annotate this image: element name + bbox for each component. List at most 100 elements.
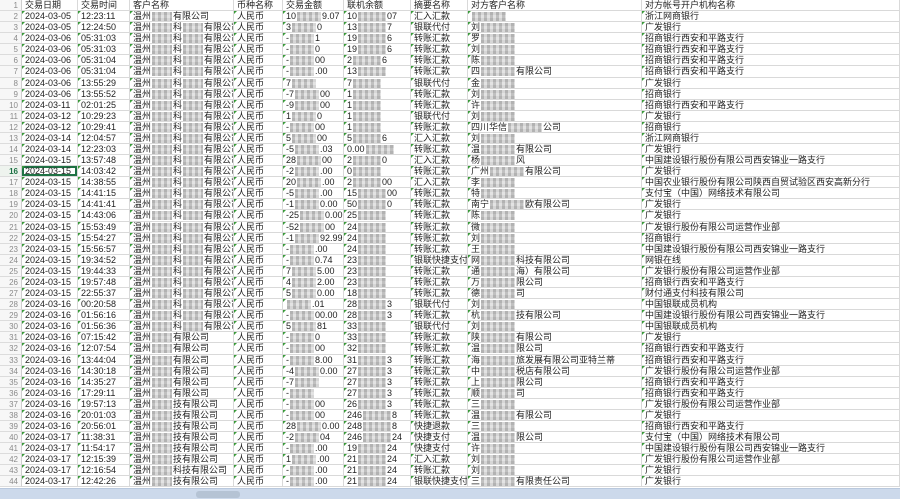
cell-summary[interactable]: 转账汇款 [411,121,468,133]
cell-time[interactable]: 01:56:16 [78,310,130,322]
cell-institution[interactable]: 广发银行 [642,110,900,122]
cell-currency[interactable]: 人民币 [234,409,283,421]
cell-time[interactable]: 12:04:57 [78,132,130,145]
cell-counterparty[interactable]: 刘 [468,465,642,477]
cell-amount[interactable]: 28 0.00 [283,420,344,433]
cell-institution[interactable]: 招商银行西安和平路支行 [642,44,900,56]
cell-time[interactable]: 14:35:27 [78,376,130,388]
cell-currency[interactable]: 人民币 [234,177,283,189]
cell-counterparty[interactable]: 温限公司 [468,432,642,444]
cell-customer[interactable]: 温州科有限公司 [130,177,234,189]
column-header-institution[interactable]: 对方帐号开户机构名称 [642,0,900,12]
scrollbar-thumb[interactable] [196,491,240,498]
row-header[interactable]: 35 [0,376,22,388]
cell-amount[interactable]: 1.00 [283,454,344,466]
cell-time[interactable]: 12:23:11 [78,11,130,23]
cell-currency[interactable]: 人民币 [234,465,283,477]
row-header[interactable]: 22 [0,232,22,244]
cell-balance[interactable]: 1 [344,121,411,133]
column-header-time[interactable]: 交易时间 [78,0,130,12]
cell-balance[interactable]: 32 [344,343,411,355]
cell-balance[interactable]: 246 24 [344,432,411,444]
cell-balance[interactable]: 24 [344,221,411,233]
cell-customer[interactable]: 温州 有限公司 [130,11,234,23]
cell-summary[interactable]: 转账汇款 [411,210,468,222]
cell-counterparty[interactable]: 顺司 [468,387,642,399]
cell-date[interactable]: 2024-03-16 [22,332,78,344]
row-header[interactable]: 6 [0,55,22,67]
cell-summary[interactable]: 转账汇款 [411,221,468,233]
cell-counterparty[interactable]: 刘 [468,321,642,333]
column-header-summary[interactable]: 摘要名称 [411,0,468,12]
cell-institution[interactable]: 广发银行股份有限公司运营作业部 [642,221,900,233]
cell-balance[interactable]: 21 24 [344,476,411,488]
row-header[interactable]: 43 [0,465,22,477]
cell-currency[interactable]: 人民币 [234,265,283,277]
cell-summary[interactable]: 转账汇款 [411,288,468,300]
cell-currency[interactable]: 人民币 [234,310,283,322]
cell-date[interactable]: 2024-03-15 [22,243,78,255]
cell-customer[interactable]: 温州科有限公司 [130,144,234,156]
cell-institution[interactable]: 中国建设银行股份有限公司西安锦业一路支行 [642,310,900,322]
cell-date[interactable]: 2024-03-16 [22,365,78,377]
cell-time[interactable]: 02:01:25 [78,99,130,111]
cell-amount[interactable]: - .00 [283,443,344,455]
row-header[interactable]: 42 [0,454,22,466]
cell-amount[interactable]: 5 0.00 [283,288,344,300]
cell-currency[interactable]: 人民币 [234,132,283,145]
cell-time[interactable]: 13:44:04 [78,354,130,366]
cell-customer[interactable]: 温州科有限公司 [130,243,234,255]
cell-institution[interactable]: 招商银行西安和平路支行 [642,376,900,388]
cell-currency[interactable]: 人民币 [234,199,283,211]
cell-currency[interactable]: 人民币 [234,243,283,255]
cell-currency[interactable]: 人民币 [234,210,283,222]
cell-counterparty[interactable]: 广州 有限公司 [468,166,642,178]
row-header[interactable]: 8 [0,77,22,89]
cell-date[interactable]: 2024-03-06 [22,55,78,67]
cell-currency[interactable]: 人民币 [234,33,283,45]
cell-date[interactable]: 2024-03-16 [22,299,78,311]
cell-institution[interactable]: 招商银行西安和平路支行 [642,354,900,366]
cell-date[interactable]: 2024-03-17 [22,465,78,477]
cell-institution[interactable]: 广发银行 [642,77,900,89]
cell-balance[interactable]: 50 0 [344,199,411,211]
cell-summary[interactable]: 银联代付 [411,110,468,122]
row-header[interactable]: 37 [0,398,22,410]
cell-time[interactable]: 20:56:01 [78,420,130,433]
cell-amount[interactable]: -2 04 [283,432,344,444]
cell-counterparty[interactable]: 南宁 欧有限公司 [468,199,642,211]
row-header[interactable]: 19 [0,199,22,211]
cell-summary[interactable]: 转账汇款 [411,44,468,56]
cell-date[interactable]: 2024-03-14 [22,144,78,156]
cell-amount[interactable]: 28 00 [283,155,344,167]
cell-currency[interactable]: 人民币 [234,376,283,388]
cell-customer[interactable]: 温州科有限公司 [130,55,234,67]
cell-time[interactable]: 14:41:41 [78,199,130,211]
cell-date[interactable]: 2024-03-16 [22,321,78,333]
cell-summary[interactable]: 转账汇款 [411,276,468,289]
cell-summary[interactable]: 汇入汇款 [411,155,468,167]
cell-summary[interactable]: 转账汇款 [411,365,468,377]
row-header[interactable]: 31 [0,332,22,344]
cell-customer[interactable]: 温州科有限公司 [130,132,234,145]
cell-summary[interactable]: 转账汇款 [411,465,468,477]
column-header-balance[interactable]: 联机余额 [344,0,411,12]
cell-customer[interactable]: 温州 技有限公司 [130,398,234,410]
cell-currency[interactable]: 人民币 [234,354,283,366]
cell-counterparty[interactable]: 温有限公司 [468,144,642,156]
cell-amount[interactable]: -5.00 [283,188,344,200]
cell-institution[interactable]: 广发银行股份有限公司运营作业部 [642,265,900,277]
cell-institution[interactable]: 中国建设银行股份有限公司西安锦业一路支行 [642,243,900,255]
cell-customer[interactable]: 温州 科技有限公司 [130,465,234,477]
cell-counterparty[interactable] [468,11,642,23]
cell-time[interactable]: 07:15:42 [78,332,130,344]
row-header[interactable]: 34 [0,365,22,377]
cell-institution[interactable]: 广发银行 [642,409,900,421]
cell-currency[interactable]: 人民币 [234,321,283,333]
cell-institution[interactable]: 招商银行西安和平路支行 [642,99,900,111]
cell-customer[interactable]: 温州科有限公司 [130,232,234,244]
cell-amount[interactable]: 4 2.00 [283,276,344,289]
cell-time[interactable]: 12:24:50 [78,22,130,34]
cell-balance[interactable]: 26 3 [344,398,411,410]
cell-currency[interactable]: 人民币 [234,343,283,355]
